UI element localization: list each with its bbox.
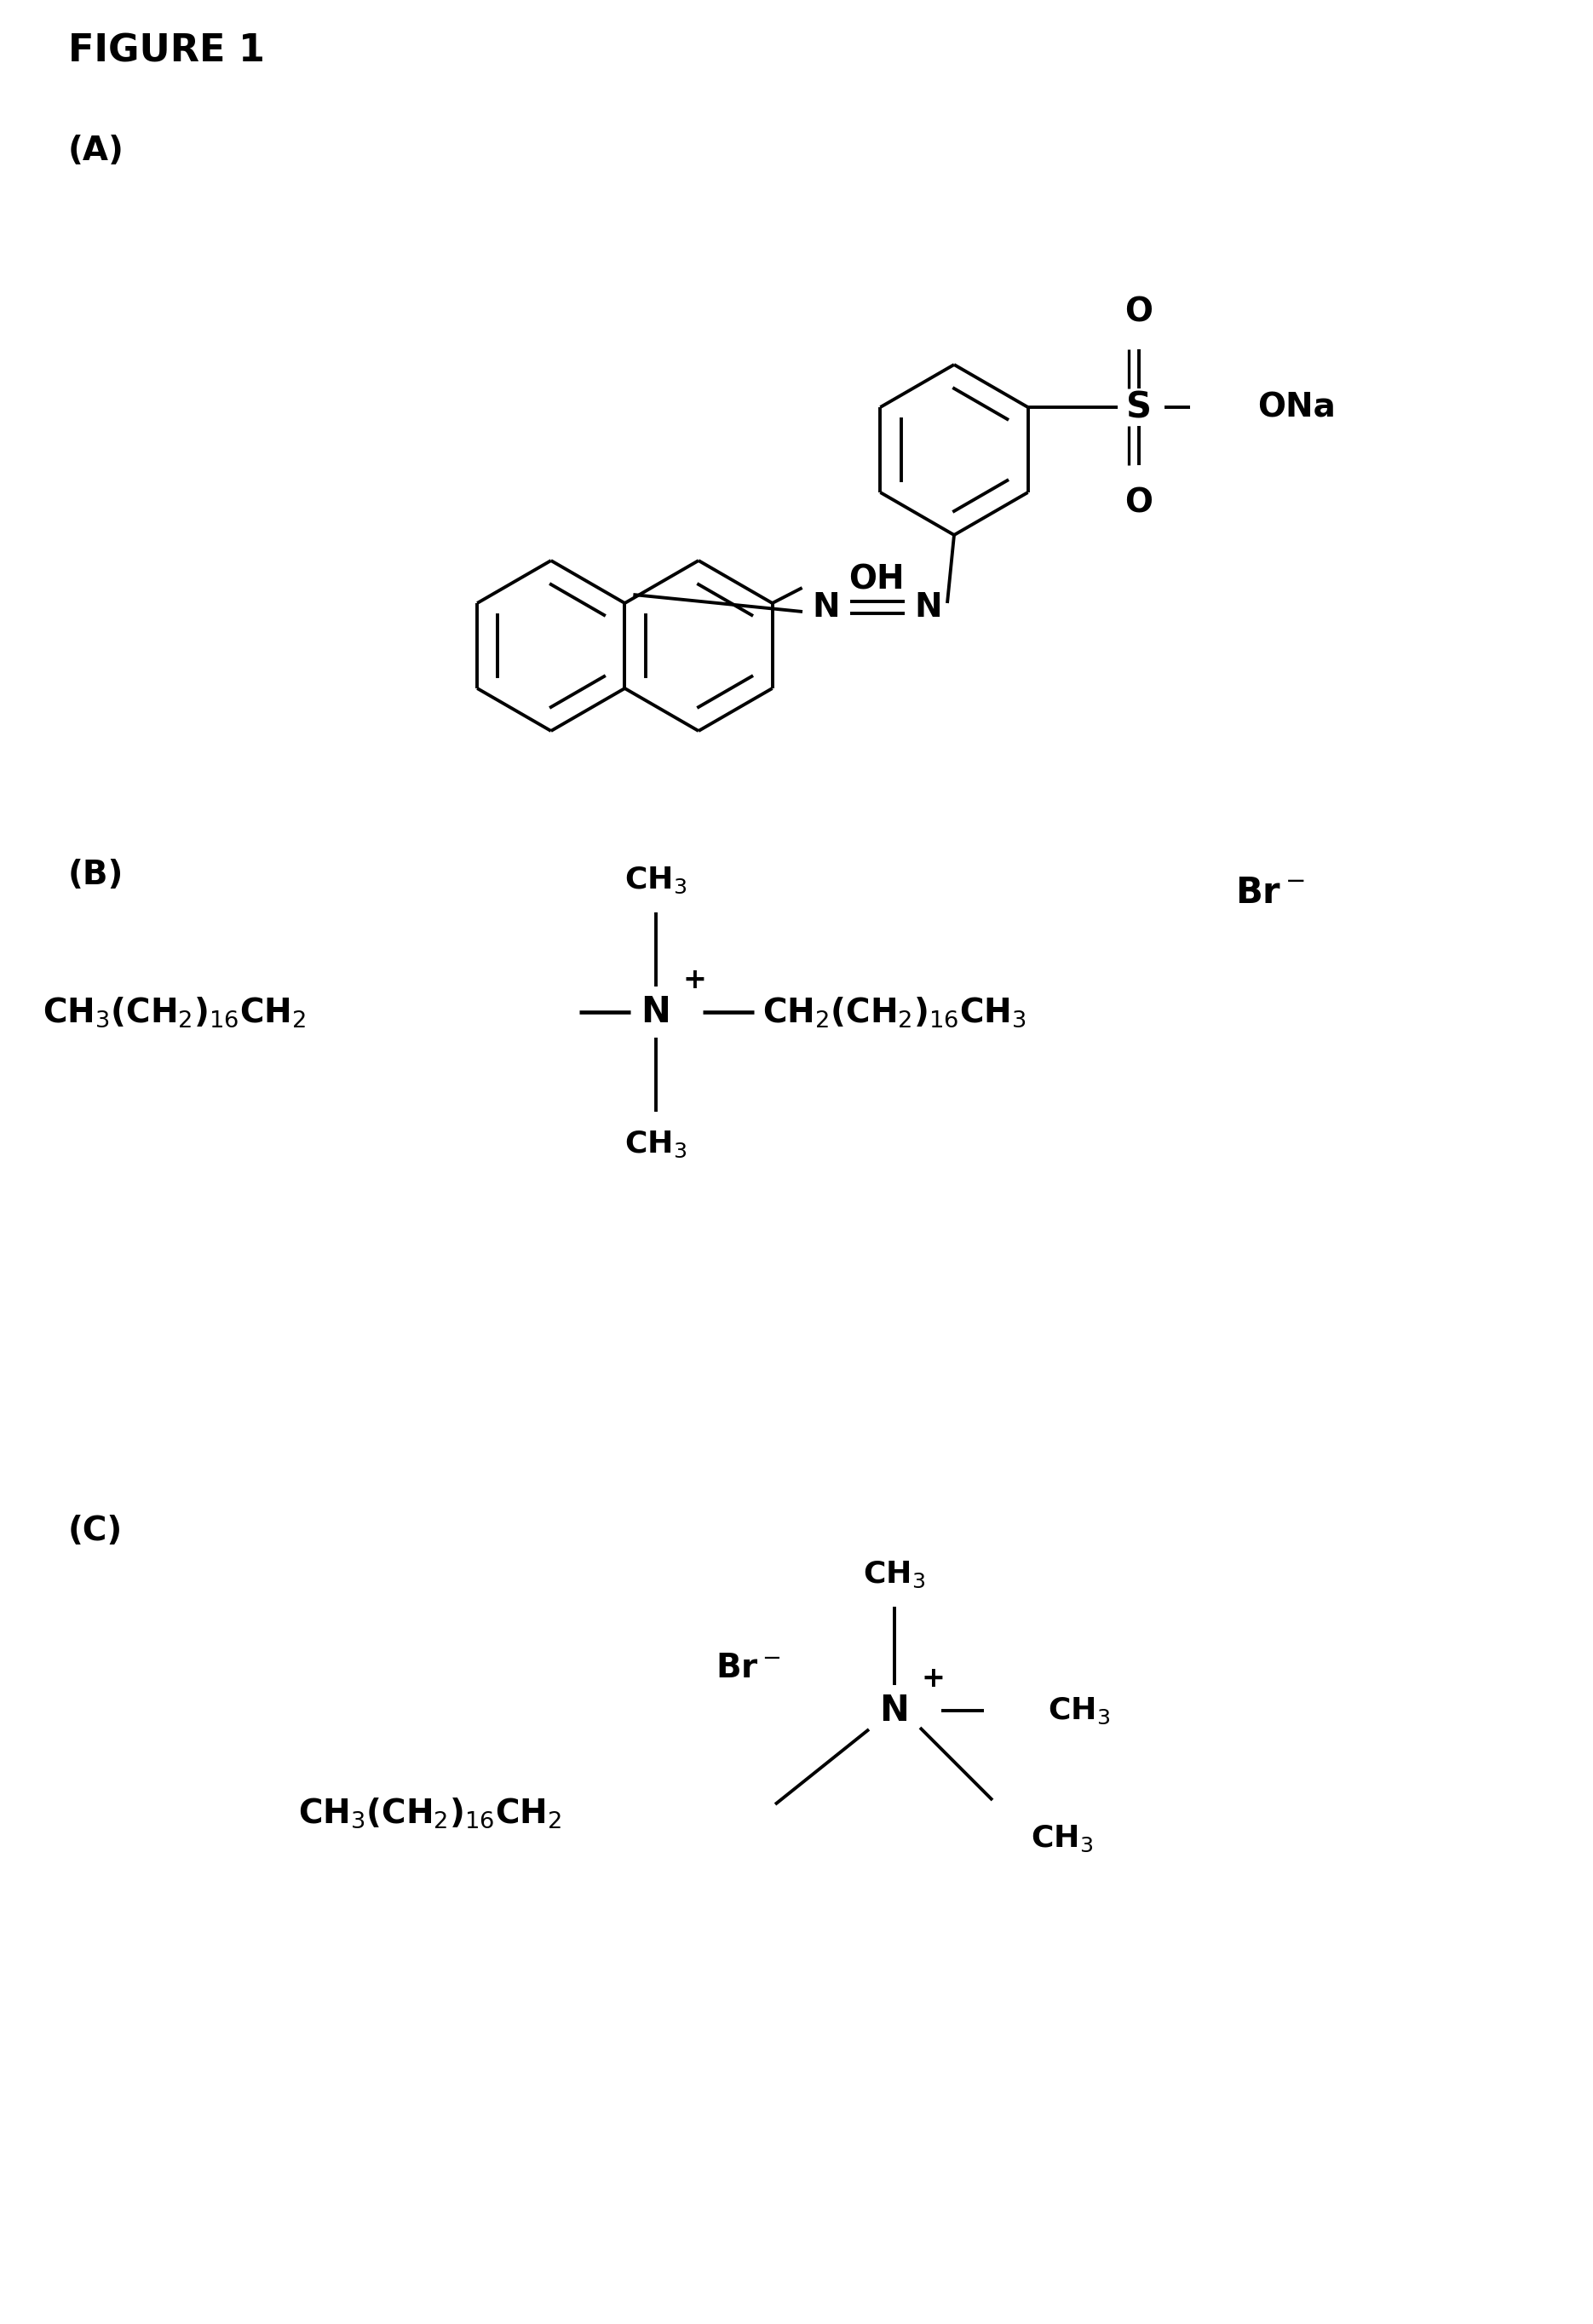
Text: CH$_3$(CH$_2$)$_{16}$CH$_2$: CH$_3$(CH$_2$)$_{16}$CH$_2$ xyxy=(43,995,306,1030)
Text: ONa: ONa xyxy=(1258,390,1337,423)
Text: S: S xyxy=(1126,390,1152,425)
Text: (A): (A) xyxy=(68,135,124,167)
Text: CH$_3$(CH$_2$)$_{16}$CH$_2$: CH$_3$(CH$_2$)$_{16}$CH$_2$ xyxy=(298,1796,562,1829)
Text: O: O xyxy=(1125,295,1153,328)
Text: CH$_3$: CH$_3$ xyxy=(1031,1824,1093,1855)
Text: FIGURE 1: FIGURE 1 xyxy=(68,33,264,70)
Text: O: O xyxy=(1125,486,1153,518)
Text: (C): (C) xyxy=(68,1515,123,1548)
Text: CH$_3$: CH$_3$ xyxy=(624,865,687,895)
Text: N: N xyxy=(812,590,840,623)
Text: N: N xyxy=(914,590,943,623)
Text: Br$^-$: Br$^-$ xyxy=(1235,874,1305,911)
Text: (B): (B) xyxy=(68,860,124,890)
Text: N: N xyxy=(640,995,671,1030)
Text: Br$^-$: Br$^-$ xyxy=(715,1652,781,1685)
Text: CH$_3$: CH$_3$ xyxy=(1048,1697,1110,1727)
Text: N: N xyxy=(879,1692,910,1729)
Text: +: + xyxy=(682,967,706,995)
Text: +: + xyxy=(921,1664,945,1692)
Text: OH: OH xyxy=(849,562,905,595)
Text: CH$_2$(CH$_2$)$_{16}$CH$_3$: CH$_2$(CH$_2$)$_{16}$CH$_3$ xyxy=(763,995,1026,1030)
Text: CH$_3$: CH$_3$ xyxy=(624,1129,687,1160)
Text: CH$_3$: CH$_3$ xyxy=(863,1559,926,1590)
